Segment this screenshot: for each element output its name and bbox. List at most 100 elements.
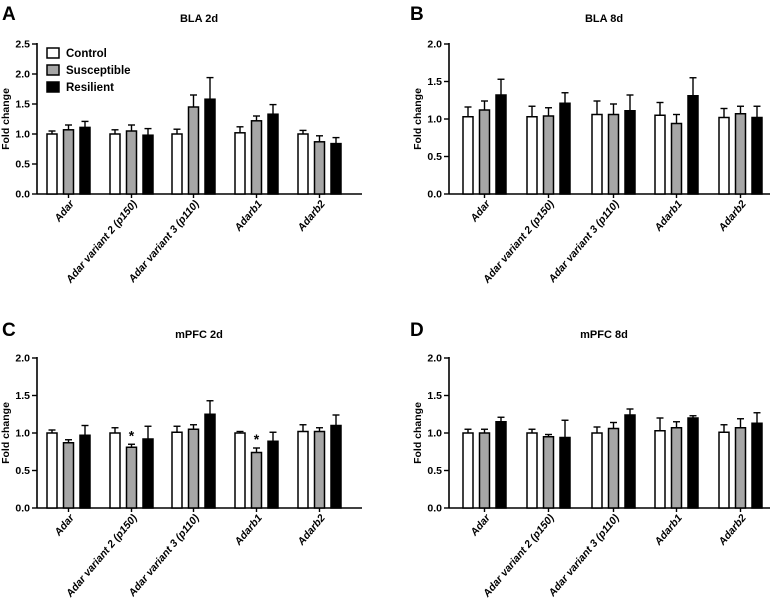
significance-marker: *: [254, 431, 260, 447]
bar-resilient: [559, 436, 571, 509]
y-tick-label: 1.5: [15, 390, 30, 402]
y-axis-label: Fold change: [0, 88, 12, 150]
bar-susceptible: [187, 428, 200, 509]
bar-control: [462, 116, 474, 195]
y-tick-label: 2.0: [15, 353, 30, 365]
bar-susceptible: [734, 113, 747, 195]
panel-letter: C: [2, 320, 16, 341]
bar-susceptible: [734, 427, 747, 509]
bar-resilient: [559, 102, 571, 195]
bar-resilient: [267, 440, 279, 509]
bar-resilient: [142, 438, 154, 509]
bar-resilient: [687, 95, 699, 195]
legend-swatch-susceptible: [46, 64, 60, 76]
x-tick-label: Adar: [468, 512, 494, 540]
bar-control: [234, 132, 246, 195]
legend-swatch-resilient: [46, 81, 60, 93]
bar-susceptible: [62, 129, 75, 195]
x-tick-label: Adar variant 3 (p110): [126, 512, 202, 600]
y-tick-label: 1.0: [427, 428, 442, 440]
bar-control: [297, 133, 309, 195]
bar-resilient: [687, 417, 699, 509]
bar-control: [109, 133, 121, 195]
y-tick-label: 0.5: [427, 465, 442, 477]
x-tick-label: Adarb2: [295, 198, 328, 234]
bar-resilient: [624, 110, 636, 195]
bar-control: [297, 430, 309, 509]
bar-resilient: [142, 134, 154, 195]
bar-resilient: [495, 421, 507, 509]
bar-susceptible: [62, 442, 75, 509]
bar-susceptible: [125, 130, 138, 195]
chart-title: BLA 8d: [585, 13, 623, 25]
bar-susceptible: [125, 446, 138, 509]
x-tick-label: Adar variant 3 (p110): [126, 198, 202, 286]
bar-resilient: [79, 126, 91, 195]
y-tick-label: 0.0: [427, 503, 442, 515]
chart-title: BLA 2d: [180, 13, 218, 25]
x-tick-label: Adarb2: [716, 512, 749, 548]
legend-swatch-control: [46, 47, 60, 59]
bar-resilient: [330, 142, 342, 195]
y-tick-label: 2.5: [15, 39, 30, 51]
x-tick-label: Adar variant 3 (p110): [546, 198, 622, 286]
bar-control: [526, 432, 538, 509]
bar-resilient: [79, 434, 91, 509]
y-tick-label: 0.0: [15, 503, 30, 515]
x-tick-label: Adar: [468, 198, 494, 226]
bar-control: [109, 432, 121, 509]
y-tick-label: 2.0: [427, 39, 442, 51]
bar-control: [718, 116, 730, 195]
bar-susceptible: [313, 141, 326, 195]
y-tick-label: 1.5: [427, 76, 442, 88]
chart-panel-a: A BLA 2d Fold change 0.0 0.5 1.0 1.5 2.0 2.5 Adar…: [0, 4, 362, 286]
x-tick-label: Adarb1: [652, 512, 685, 548]
y-tick-label: 0.0: [427, 189, 442, 201]
bar-control: [654, 114, 666, 195]
x-tick-label: Adar variant 2 (p150): [480, 512, 557, 600]
bar-resilient: [204, 413, 216, 509]
x-tick-label: Adar: [52, 512, 78, 540]
bar-susceptible: [250, 451, 263, 509]
x-tick-label: Adarb1: [232, 198, 265, 234]
bar-susceptible: [478, 109, 491, 195]
y-tick-label: 0.5: [15, 465, 30, 477]
bar-control: [462, 432, 474, 509]
x-tick-label: Adar variant 2 (p150): [480, 198, 557, 286]
bar-resilient: [267, 113, 279, 195]
y-tick-label: 0.5: [427, 151, 442, 163]
y-tick-label: 1.5: [15, 99, 30, 111]
bar-control: [718, 431, 730, 509]
panel-letter: A: [2, 4, 16, 25]
x-tick-label: Adarb2: [295, 512, 328, 548]
x-tick-label: Adarb1: [652, 198, 685, 234]
bar-susceptible: [313, 430, 326, 509]
bar-control: [171, 431, 183, 509]
bar-susceptible: [670, 122, 683, 195]
bar-susceptible: [670, 427, 683, 509]
y-tick-label: 1.0: [15, 129, 30, 141]
bar-susceptible: [542, 436, 555, 509]
significance-marker: *: [129, 427, 135, 443]
y-tick-label: 2.0: [427, 353, 442, 365]
legend-label: Resilient: [66, 82, 114, 94]
x-tick-label: Adar: [52, 198, 78, 226]
y-tick-label: 0.0: [15, 189, 30, 201]
y-tick-label: 1.0: [427, 114, 442, 126]
bar-control: [171, 133, 183, 195]
bar-control: [46, 133, 58, 195]
bar-susceptible: [607, 113, 620, 195]
y-tick-label: 2.0: [15, 69, 30, 81]
y-axis-label: Fold change: [412, 88, 424, 150]
legend-label: Susceptible: [66, 65, 131, 77]
x-tick-label: Adarb1: [232, 512, 265, 548]
bar-control: [526, 116, 538, 195]
bar-susceptible: [542, 115, 555, 195]
chart-title: mPFC 8d: [580, 329, 628, 341]
bar-resilient: [751, 422, 763, 509]
bar-control: [591, 113, 603, 195]
x-tick-label: Adarb2: [716, 198, 749, 234]
